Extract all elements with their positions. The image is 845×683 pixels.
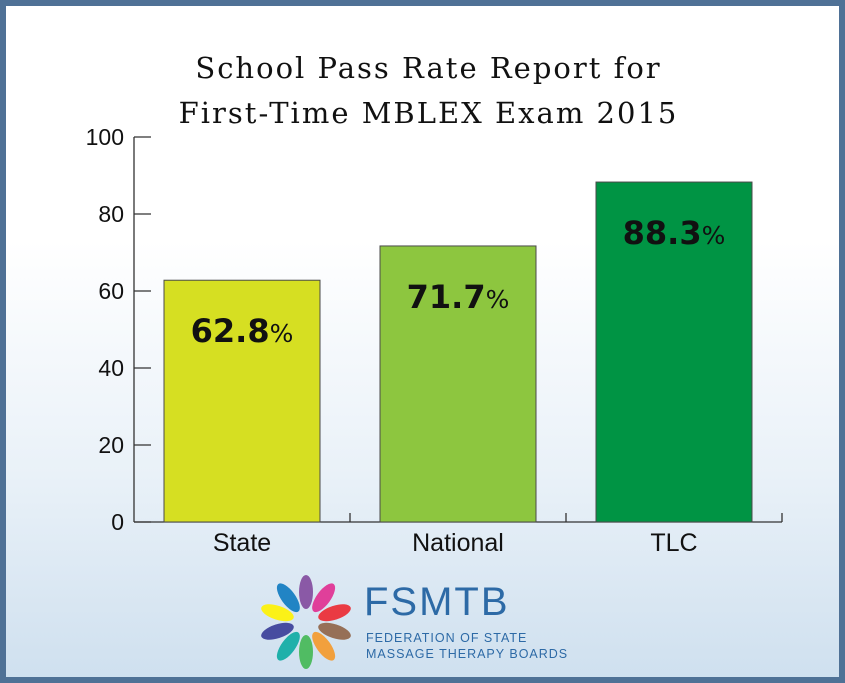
x-tick-label: TLC bbox=[650, 529, 697, 557]
chart-title: School Pass Rate Report for First-Time M… bbox=[6, 46, 839, 136]
data-label: 62.8% bbox=[191, 312, 294, 350]
logo-name: FSMTB bbox=[364, 580, 510, 624]
data-label: 88.3% bbox=[623, 214, 726, 252]
bar bbox=[379, 245, 537, 523]
bar-chart: 0 20 40 60 80 100 62.8% State 71.7% National 88.3%… bbox=[86, 124, 783, 557]
y-tick-label: 100 bbox=[86, 124, 124, 150]
data-label-suffix: % bbox=[486, 285, 510, 314]
bar bbox=[595, 181, 753, 523]
y-tick-label: 20 bbox=[98, 432, 124, 458]
y-tick-label: 60 bbox=[98, 278, 124, 304]
logo-subtitle: FEDERATION OF STATE MASSAGE THERAPY BOAR… bbox=[366, 630, 568, 662]
fsmtb-logo: FSMTB FEDERATION OF STATE MASSAGE THERAP… bbox=[256, 572, 596, 672]
data-label-suffix: % bbox=[702, 221, 726, 250]
logo-subtitle-line-1: FEDERATION OF STATE bbox=[366, 631, 528, 645]
x-tick-label: National bbox=[412, 529, 504, 557]
data-label: 71.7% bbox=[407, 278, 510, 316]
data-label-suffix: % bbox=[270, 319, 294, 348]
logo-subtitle-line-2: MASSAGE THERAPY BOARDS bbox=[366, 647, 569, 661]
hands-emblem-icon bbox=[261, 575, 351, 669]
y-tick-label: 40 bbox=[98, 355, 124, 381]
data-label-value: 62.8 bbox=[191, 312, 270, 350]
chart-title-line-1: School Pass Rate Report for bbox=[195, 51, 662, 85]
chart-title-line-2: First-Time MBLEX Exam 2015 bbox=[178, 96, 679, 130]
y-tick-label: 0 bbox=[111, 509, 124, 535]
data-label-value: 71.7 bbox=[407, 278, 486, 316]
y-tick-label: 80 bbox=[98, 201, 124, 227]
data-label-value: 88.3 bbox=[623, 214, 702, 252]
x-tick-label: State bbox=[213, 529, 271, 557]
bar bbox=[163, 279, 321, 523]
